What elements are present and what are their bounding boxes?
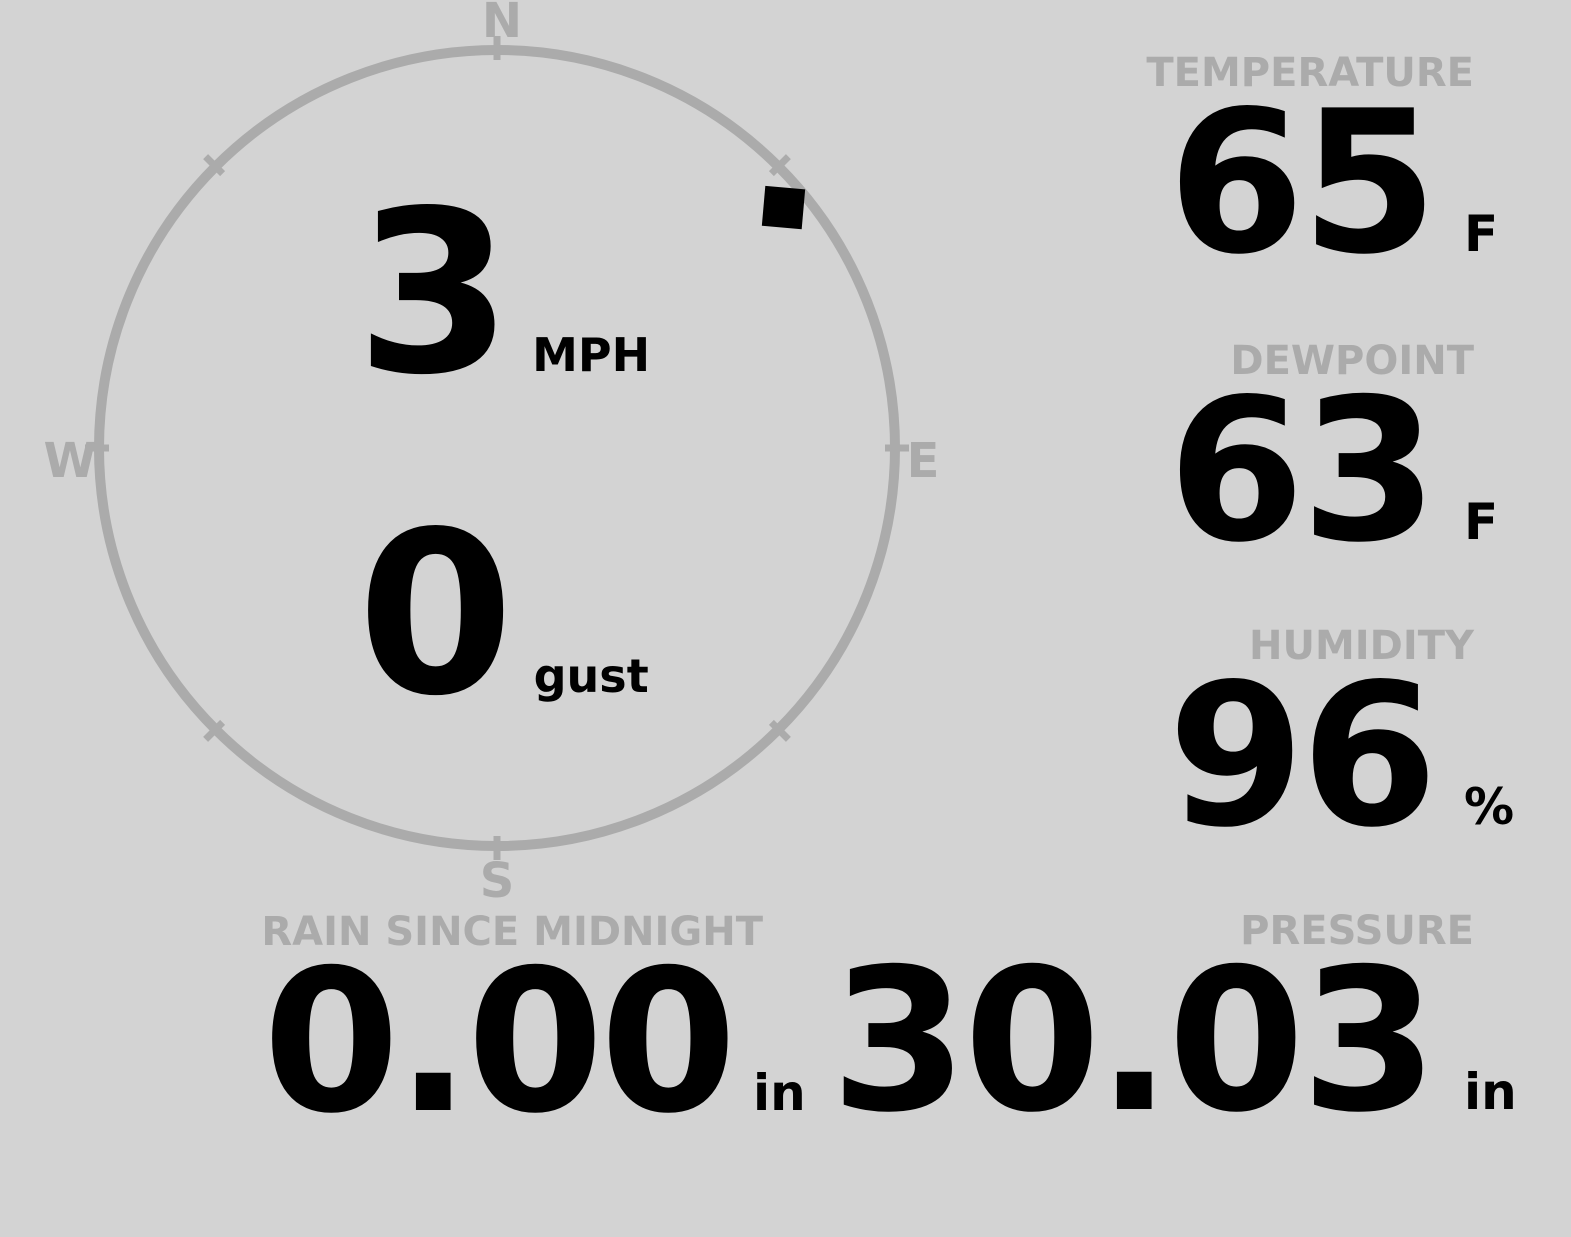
temperature-stat: TEMPERATURE 65 F: [1146, 53, 1550, 282]
compass-label-west: W: [43, 433, 97, 489]
dewpoint-unit: F: [1464, 493, 1499, 551]
wind-speed-reading: 3 MPH: [356, 182, 650, 407]
rain-since-midnight-stat: RAIN SINCE MIDNIGHT 0.00 in: [261, 912, 833, 1141]
dewpoint-value: 63: [1167, 357, 1438, 586]
pressure-value-row: 30.03 in: [831, 943, 1550, 1140]
wind-speed-value: 3: [355, 163, 513, 425]
humidity-label: HUMIDITY: [1249, 623, 1474, 669]
dewpoint-value-row: 63 F: [1168, 373, 1550, 570]
temperature-label: TEMPERATURE: [1146, 50, 1474, 96]
compass-label-south: S: [479, 853, 515, 909]
compass-label-east: E: [906, 433, 940, 489]
compass-label-north: N: [481, 0, 523, 49]
wind-speed-unit: MPH: [532, 328, 651, 382]
pressure-label: PRESSURE: [1240, 908, 1474, 954]
temperature-value-row: 65 F: [1146, 85, 1550, 282]
temperature-unit: F: [1464, 205, 1499, 263]
rain-since-midnight-label: RAIN SINCE MIDNIGHT: [261, 909, 763, 955]
compass-tick-ne: [768, 154, 791, 177]
pressure-unit: in: [1464, 1063, 1517, 1121]
wind-gust-value: 0: [357, 484, 514, 746]
humidity-value: 96: [1167, 642, 1438, 871]
humidity-unit: %: [1464, 778, 1515, 836]
wind-direction-pointer: [761, 185, 806, 230]
wind-gust-reading: 0 gust: [357, 503, 648, 728]
wind-direction-diamond-icon: [761, 185, 806, 230]
dewpoint-stat: DEWPOINT 63 F: [1168, 341, 1550, 570]
compass-tick-se: [768, 719, 791, 742]
compass-tick-nw: [203, 154, 226, 177]
pressure-stat: PRESSURE 30.03 in: [831, 911, 1550, 1140]
dewpoint-label: DEWPOINT: [1230, 338, 1474, 384]
temperature-value: 65: [1167, 69, 1438, 298]
pressure-value: 30.03: [830, 927, 1438, 1156]
compass-dial: [85, 36, 909, 860]
wind-gust-unit: gust: [533, 649, 649, 703]
compass-tick-marks: [85, 36, 909, 860]
humidity-value-row: 96 %: [1168, 658, 1550, 855]
rain-since-midnight-value: 0.00: [262, 928, 737, 1157]
rain-since-midnight-unit: in: [753, 1064, 806, 1122]
humidity-stat: HUMIDITY 96 %: [1168, 626, 1550, 855]
rain-since-midnight-value-row: 0.00 in: [261, 944, 833, 1141]
compass-tick-sw: [203, 719, 226, 742]
wind-compass: N E S W 3 MPH 0 gust: [0, 0, 1000, 920]
